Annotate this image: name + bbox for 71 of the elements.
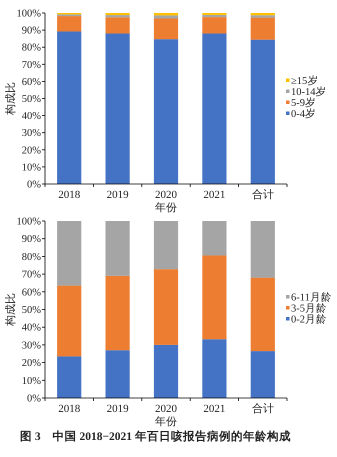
y-axis-title: 构成比 [4, 293, 17, 327]
bar [250, 351, 275, 398]
legend-label: 10-14岁 [291, 86, 326, 98]
bar [154, 18, 178, 40]
y-tick-label: 0% [27, 180, 42, 190]
y-tick-label: 50% [22, 305, 42, 316]
caption: 图 3 中国 2018−2021 年百日咳报告病例的年龄构成 [20, 429, 291, 443]
y-tick-label: 40% [22, 322, 42, 334]
bar [57, 286, 82, 356]
y-tick-label: 70% [22, 60, 42, 71]
y-tick-label: 0% [27, 394, 42, 404]
y-tick-label: 60% [22, 287, 42, 298]
bar [202, 17, 226, 34]
bar [250, 18, 275, 40]
y-tick-label: 30% [22, 340, 42, 352]
x-tick-label: 2018 [58, 189, 81, 201]
x-axis-title: 年份 [155, 202, 177, 214]
y-tick-label: 10% [22, 376, 42, 387]
bar [250, 40, 275, 184]
bar [106, 34, 130, 184]
legend-label: 3-5月龄 [291, 302, 327, 314]
y-tick-label: 10% [22, 162, 42, 174]
y-axis-title: 构成比 [4, 82, 17, 116]
x-tick-label: 2019 [106, 189, 130, 201]
x-tick-label: 2018 [58, 403, 81, 415]
legend-label: 6-11月龄 [291, 292, 332, 304]
x-tick-label: 2020 [155, 189, 178, 201]
y-tick-label: 70% [22, 270, 42, 281]
bar [154, 344, 178, 398]
y-tick-label: 50% [22, 94, 42, 105]
bar [106, 276, 130, 350]
legend-label: ≥15岁 [291, 75, 318, 87]
bar [250, 221, 275, 278]
bar [202, 221, 226, 256]
x-tick-label: 2021 [203, 189, 226, 201]
y-tick-label: 20% [22, 145, 42, 156]
bar [57, 31, 82, 184]
bar [57, 221, 82, 286]
bar [57, 16, 82, 32]
bar [154, 39, 178, 184]
y-tick-label: 40% [22, 111, 42, 122]
bar [154, 221, 178, 270]
y-tick-label: 80% [22, 42, 42, 54]
x-tick-label: 2019 [106, 403, 130, 415]
bar [154, 269, 178, 345]
bar [106, 350, 130, 398]
y-tick-label: 90% [22, 234, 42, 246]
x-tick-label: 2020 [155, 403, 178, 415]
x-axis-title: 年份 [155, 416, 177, 428]
x-tick-label: 合计 [252, 402, 274, 415]
y-tick-label: 90% [22, 26, 42, 37]
legend-label: 0-2月龄 [291, 314, 327, 326]
bar [202, 256, 226, 340]
bar [202, 34, 226, 184]
y-tick-label: 60% [22, 76, 42, 88]
x-tick-label: 合计 [252, 188, 274, 201]
bar [250, 15, 275, 18]
x-tick-label: 2021 [203, 403, 226, 415]
bar [106, 17, 130, 34]
legend-label: 5-9岁 [291, 97, 316, 109]
bar [250, 278, 275, 352]
bar [154, 15, 178, 18]
y-tick-label: 100% [16, 8, 42, 20]
bar [106, 221, 130, 276]
bar [57, 356, 82, 398]
y-tick-label: 100% [16, 216, 42, 228]
y-tick-label: 20% [22, 358, 42, 370]
y-tick-label: 30% [22, 128, 42, 140]
y-tick-label: 80% [22, 252, 42, 263]
bar [202, 339, 226, 398]
legend-label: 0-4岁 [291, 108, 316, 120]
